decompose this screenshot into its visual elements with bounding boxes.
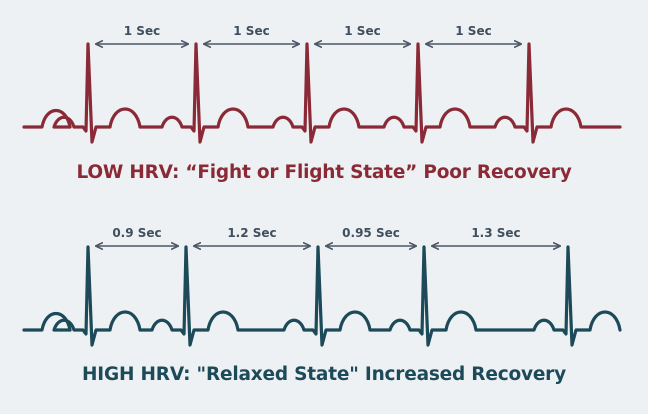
ecg-trace — [52, 245, 622, 347]
interval-label: 0.95 Sec — [342, 226, 400, 240]
interval-label: 1 Sec — [124, 24, 160, 38]
interval-label: 0.9 Sec — [112, 226, 161, 240]
ecg-lead-in-wave — [22, 312, 72, 332]
high-hrv-caption: HIGH HRV: "Relaxed State" Increased Reco… — [82, 364, 566, 385]
ecg-trace — [52, 42, 622, 144]
interval-label: 1.3 Sec — [471, 226, 520, 240]
low-hrv-ecg: 1 Sec 1 Sec 1 Sec 1 Sec — [22, 24, 622, 144]
interval-label: 1 Sec — [233, 24, 269, 38]
ecg-lead-in-wave — [22, 109, 72, 129]
low-hrv-caption: LOW HRV: “Fight or Flight State” Poor Re… — [76, 162, 572, 183]
interval-label: 1.2 Sec — [227, 226, 276, 240]
interval-label: 1 Sec — [455, 24, 491, 38]
high-hrv-ecg: 0.9 Sec 1.2 Sec 0.95 Sec 1.3 Sec — [22, 226, 622, 347]
interval-label: 1 Sec — [344, 24, 380, 38]
